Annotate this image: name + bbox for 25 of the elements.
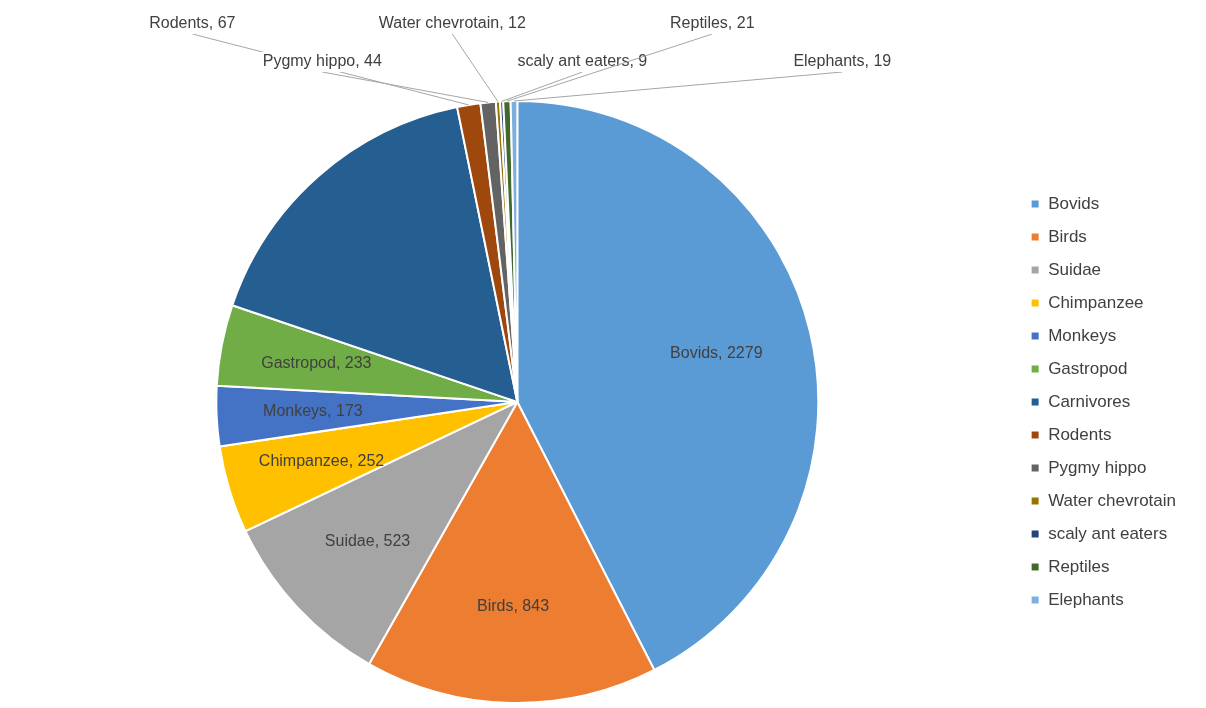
data-label: Rodents, 67 xyxy=(149,14,236,32)
data-label: Pygmy hippo, 44 xyxy=(262,52,382,70)
legend-label: Rodents xyxy=(1048,424,1112,444)
legend-label: Suidae xyxy=(1048,259,1102,279)
data-label: Bovids, 2279 xyxy=(670,344,763,362)
legend-label: Chimpanzee xyxy=(1048,292,1144,312)
data-label: Gastropod, 233 xyxy=(261,353,372,371)
legend-label: Carnivores xyxy=(1048,391,1131,411)
legend-label: Elephants xyxy=(1048,589,1124,609)
legend-label: Gastropod xyxy=(1048,358,1128,378)
legend-label: scaly ant eaters xyxy=(1048,523,1168,543)
data-label: Reptiles, 21 xyxy=(670,14,755,32)
data-label: Chimpanzee, 252 xyxy=(258,452,385,470)
legend-label: Birds xyxy=(1048,226,1087,246)
legend-label: Pygmy hippo xyxy=(1048,457,1147,477)
data-label: scaly ant eaters, 9 xyxy=(517,52,648,70)
data-label: Water chevrotain, 12 xyxy=(378,14,526,32)
data-label: Monkeys, 173 xyxy=(263,402,363,420)
legend-label: Reptiles xyxy=(1048,556,1110,576)
legend-label: Water chevrotain xyxy=(1048,490,1177,510)
legend-label: Bovids xyxy=(1048,193,1100,213)
data-label: Elephants, 19 xyxy=(793,52,892,70)
data-label: Suidae, 523 xyxy=(324,531,411,549)
legend-label: Monkeys xyxy=(1048,325,1117,345)
data-label: Birds, 843 xyxy=(476,597,550,615)
